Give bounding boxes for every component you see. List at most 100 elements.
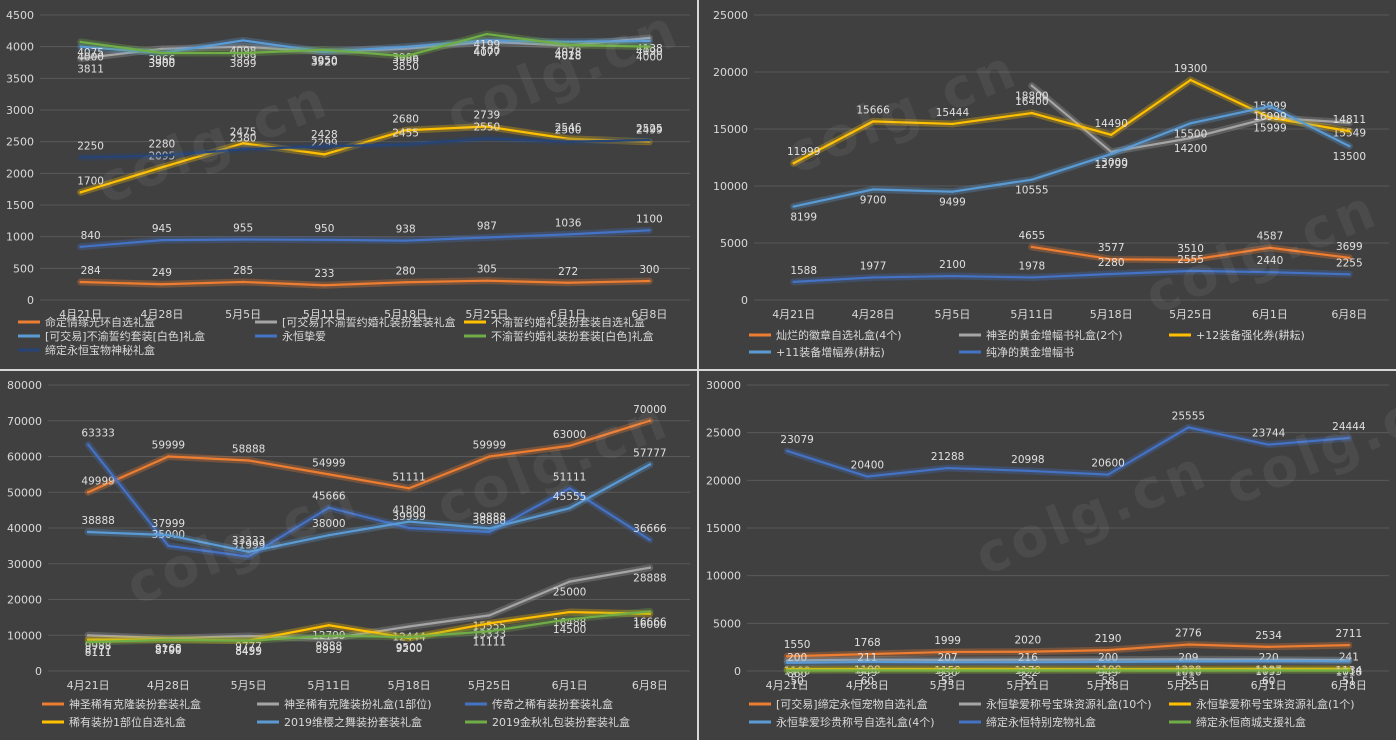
x-tick-label: 4月21日	[772, 308, 815, 321]
data-label: 4000	[77, 52, 104, 64]
data-point	[1187, 658, 1190, 661]
data-label: 13000	[1094, 157, 1127, 169]
data-point	[946, 658, 949, 662]
data-label: 938	[396, 224, 416, 236]
data-label: 16999	[1253, 111, 1286, 123]
data-label: 16666	[633, 616, 667, 628]
data-point	[404, 143, 407, 146]
series-line	[79, 279, 651, 287]
data-point	[79, 280, 82, 284]
data-point	[488, 614, 491, 617]
x-tick-label: 5月11日	[1010, 308, 1053, 321]
series-line	[87, 610, 651, 644]
data-point	[1187, 643, 1190, 646]
data-label: 3900	[149, 58, 176, 70]
data-point	[488, 527, 491, 530]
data-point	[1026, 658, 1030, 661]
data-label: 21288	[931, 451, 964, 463]
data-point	[1267, 443, 1270, 446]
data-label: 8799	[155, 645, 182, 657]
data-point	[79, 156, 82, 159]
x-tick-label: 5月11日	[307, 679, 350, 692]
legend-label: 神圣稀有克隆装扮礼盒(1部位)	[284, 697, 432, 711]
y-tick-label: 10000	[713, 180, 748, 193]
legend-label: 不渝誓约婚礼装扮套装[白色]礼盒	[491, 329, 654, 343]
y-tick-label: 1500	[6, 199, 34, 212]
data-point	[1347, 643, 1351, 647]
data-point	[1106, 473, 1110, 476]
data-label: 3966	[392, 54, 419, 66]
data-point	[160, 166, 164, 169]
data-label: 8999	[316, 644, 343, 656]
data-point	[946, 650, 949, 654]
data-point	[407, 625, 411, 628]
data-label: 9777	[235, 641, 262, 653]
data-point	[241, 51, 245, 55]
series-line	[87, 419, 651, 494]
x-tick-label: 4月21日	[67, 679, 110, 692]
x-tick-label: 4月21日	[59, 308, 102, 321]
data-point	[160, 238, 164, 242]
data-point	[79, 245, 82, 248]
legend-label: 永恒挚爱称号宝珠资源礼盒(10个)	[986, 697, 1152, 711]
data-label: 19300	[1174, 63, 1207, 75]
data-label: 840	[81, 230, 101, 242]
data-point	[568, 487, 571, 490]
data-point	[241, 148, 245, 151]
series-line	[79, 32, 651, 58]
data-label: 1700	[77, 175, 104, 187]
y-tick-label: 60000	[7, 451, 42, 464]
legend-label: 传奇之稀有装扮套装礼盒	[492, 697, 613, 711]
data-label: 4587	[1257, 231, 1284, 243]
y-tick-label: 4500	[6, 9, 34, 22]
data-point	[404, 45, 407, 49]
data-point	[1267, 659, 1270, 663]
data-label: 11111	[473, 636, 506, 648]
y-tick-label: 2500	[6, 136, 34, 149]
data-label: 2550	[474, 122, 501, 134]
data-point	[1026, 650, 1030, 653]
data-label: 38000	[312, 518, 345, 530]
data-label: 280	[396, 265, 416, 277]
data-point	[871, 276, 875, 279]
series-3: 860 949 930 922 949 1010 1033 1018	[783, 657, 1362, 680]
data-label: 2475	[230, 126, 257, 138]
series-line	[786, 660, 1350, 664]
data-label: 284	[81, 265, 101, 277]
data-label: 4000	[636, 52, 663, 64]
series-4: 38888 37999 33333 38000 41800 39888 45555 57777	[81, 447, 667, 556]
data-label: 9888	[316, 641, 343, 653]
data-point	[247, 634, 250, 638]
data-label: 1977	[860, 260, 887, 272]
series-line	[87, 443, 651, 558]
data-point	[404, 281, 407, 284]
data-label: 3699	[1336, 241, 1363, 253]
data-label: 14500	[553, 624, 586, 636]
series-0: 4655 3577 3510 4587 3699	[1018, 230, 1363, 264]
data-point	[167, 544, 170, 548]
data-label: 24444	[1332, 421, 1366, 433]
data-point	[1267, 645, 1270, 649]
data-point	[485, 236, 489, 239]
data-point	[1109, 272, 1113, 276]
data-label: 31999	[232, 540, 265, 552]
data-point	[648, 39, 651, 43]
data-label: 41800	[392, 505, 425, 517]
data-point	[160, 283, 164, 286]
data-label: 2280	[149, 139, 176, 151]
data-point	[1348, 273, 1351, 276]
series-5: 4075 3900 3899 3950 3850 4199 4028 4000	[77, 30, 663, 73]
data-point	[241, 45, 245, 48]
data-label: 8777	[85, 645, 112, 657]
data-label: 51111	[553, 471, 586, 483]
data-point	[946, 669, 949, 672]
data-label: 39888	[473, 511, 506, 523]
series-4: 840 945 955 950 938 987 1036 1100	[77, 213, 663, 251]
data-label: 15666	[856, 104, 890, 116]
series-line	[87, 463, 651, 553]
data-point	[566, 233, 570, 236]
data-label: 2380	[230, 132, 257, 144]
x-tick-label: 5月18日	[388, 679, 431, 692]
data-label: 28888	[633, 573, 666, 585]
